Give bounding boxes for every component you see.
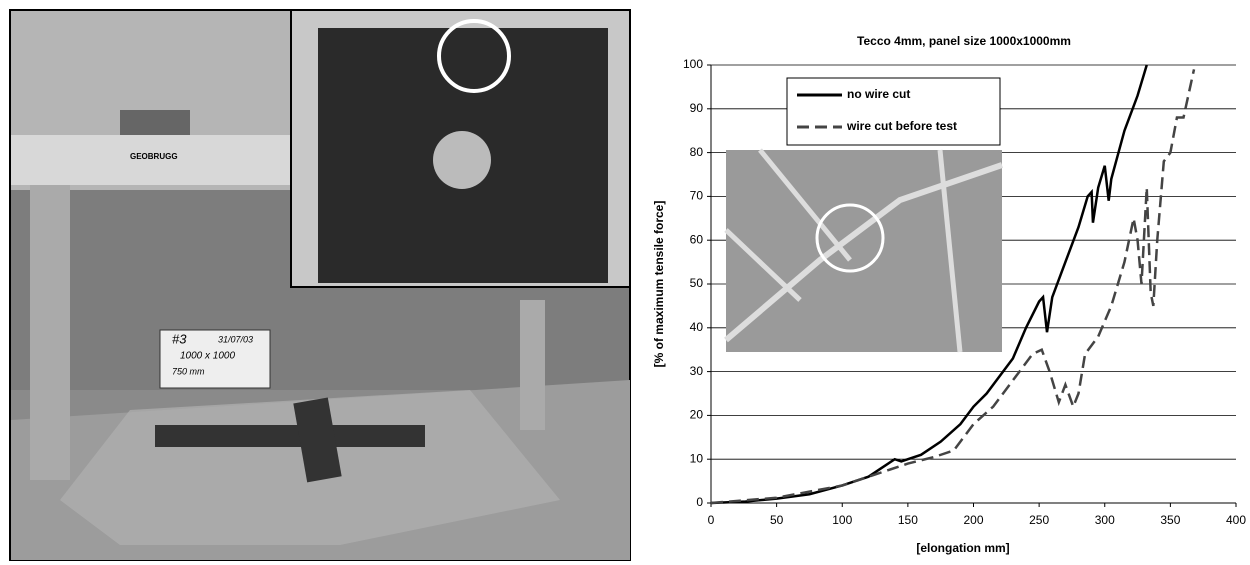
x-tick-label: 200 — [963, 513, 983, 527]
legend-label: no wire cut — [847, 87, 910, 101]
inset-photo — [726, 150, 1002, 352]
y-tick-label: 60 — [690, 232, 704, 246]
y-tick-label: 70 — [690, 189, 704, 203]
x-tick-label: 400 — [1226, 513, 1246, 527]
y-axis-label: [% of maximum tensile force] — [652, 201, 666, 368]
y-tick-label: 20 — [690, 408, 704, 422]
board-text: #3 — [172, 331, 187, 346]
board-text: 1000 x 1000 — [180, 351, 235, 362]
y-tick-label: 100 — [683, 57, 703, 71]
legend-label: wire cut before test — [846, 119, 957, 133]
y-tick-label: 0 — [696, 495, 703, 509]
x-tick-label: 350 — [1160, 513, 1180, 527]
x-tick-label: 50 — [770, 513, 784, 527]
x-tick-label: 0 — [708, 513, 715, 527]
y-tick-label: 80 — [690, 145, 704, 159]
legend: no wire cut wire cut before test — [787, 78, 1000, 145]
x-tick-label: 100 — [832, 513, 852, 527]
y-tick-label: 30 — [690, 364, 704, 378]
board-text: 31/07/03 — [218, 334, 253, 344]
y-tick-label: 50 — [690, 276, 704, 290]
y-tick-label: 40 — [690, 320, 704, 334]
y-tick-label: 10 — [690, 451, 704, 465]
x-axis-label: [elongation mm] — [916, 541, 1009, 555]
x-tick-label: 150 — [898, 513, 918, 527]
chart-title: Tecco 4mm, panel size 1000x1000mm — [857, 34, 1071, 48]
board-text: 750 mm — [172, 366, 205, 376]
page: #3 31/07/03 1000 x 1000 750 mm GEOBRUGG … — [0, 0, 1250, 565]
sign-text: GEOBRUGG — [130, 152, 178, 161]
x-tick-label: 300 — [1095, 513, 1115, 527]
y-tick-label: 90 — [690, 101, 704, 115]
photo: #3 31/07/03 1000 x 1000 750 mm GEOBRUGG — [10, 10, 630, 560]
x-tick-label: 250 — [1029, 513, 1049, 527]
